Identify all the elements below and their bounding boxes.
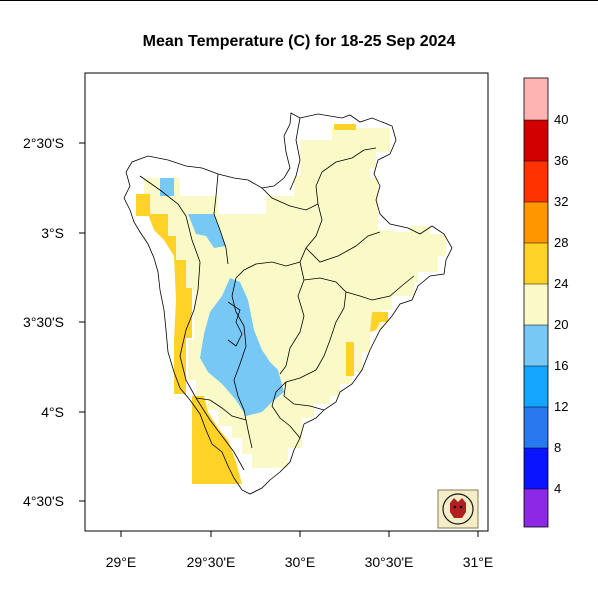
y-tick-label: 4°30'S [23,493,64,509]
temp-zone-24-28 [136,194,150,216]
colorbar-swatch [524,366,548,407]
temp-zone-24-28 [148,214,192,394]
y-tick-label: 4°S [41,404,64,420]
temp-zone-24-28 [334,124,356,130]
colorbar-label: 16 [554,358,568,373]
colorbar-label: 4 [554,481,561,496]
colorbar-swatch [524,161,548,202]
colorbar-label: 12 [554,399,568,414]
colorbar-label: 8 [554,440,561,455]
x-tick-label: 29°E [106,554,137,570]
x-tick-label: 31°E [463,554,494,570]
colorbar-swatch [524,78,548,120]
colorbar-swatch [524,243,548,284]
temp-zone-20-24 [144,128,446,468]
temp-zone-16-20 [200,278,284,416]
colorbar-label: 36 [554,153,568,168]
colorbar-label: 24 [554,276,568,291]
y-tick-label: 3°S [41,225,64,241]
colorbar-label: 40 [554,112,568,127]
temp-zone-24-28 [370,312,388,332]
y-tick-label: 3°30'S [23,314,64,330]
y-axis: 2°30'S 3°S 3°30'S 4°S 4°30'S [23,135,85,509]
colorbar-label: 20 [554,317,568,332]
x-tick-label: 29°30'E [187,554,236,570]
admin-boundaries [123,112,453,495]
top-border [0,0,598,1]
x-tick-label: 30°E [285,554,316,570]
colorbar-label: 28 [554,235,568,250]
colorbar-swatch [524,325,548,366]
colorbar-swatch [524,448,548,489]
igebu-logo [437,489,479,529]
colorbar-swatch [524,407,548,448]
country-outline [123,112,453,495]
colorbar-label: 32 [554,194,568,209]
colorbar-frame [523,77,549,528]
y-tick-label: 2°30'S [23,135,64,151]
temperature-field [136,124,446,484]
x-tick-label: 30°30'E [365,554,414,570]
colorbar-swatch [524,489,548,527]
colorbar-swatch [524,284,548,325]
temp-zone-16-20 [160,178,174,196]
plot-frame [84,72,489,532]
temp-zone-24-28 [192,396,242,484]
colorbar-swatch [524,120,548,161]
x-axis: 29°E 29°30'E 30°E 30°30'E 31°E [106,531,494,570]
chart-title: Mean Temperature (C) for 18-25 Sep 2024 [142,33,456,50]
temp-zone-24-28 [346,342,354,376]
colorbar: 40 36 32 28 24 20 16 12 8 4 [523,77,568,528]
temp-zone-16-20 [188,214,226,248]
colorbar-swatch [524,202,548,243]
